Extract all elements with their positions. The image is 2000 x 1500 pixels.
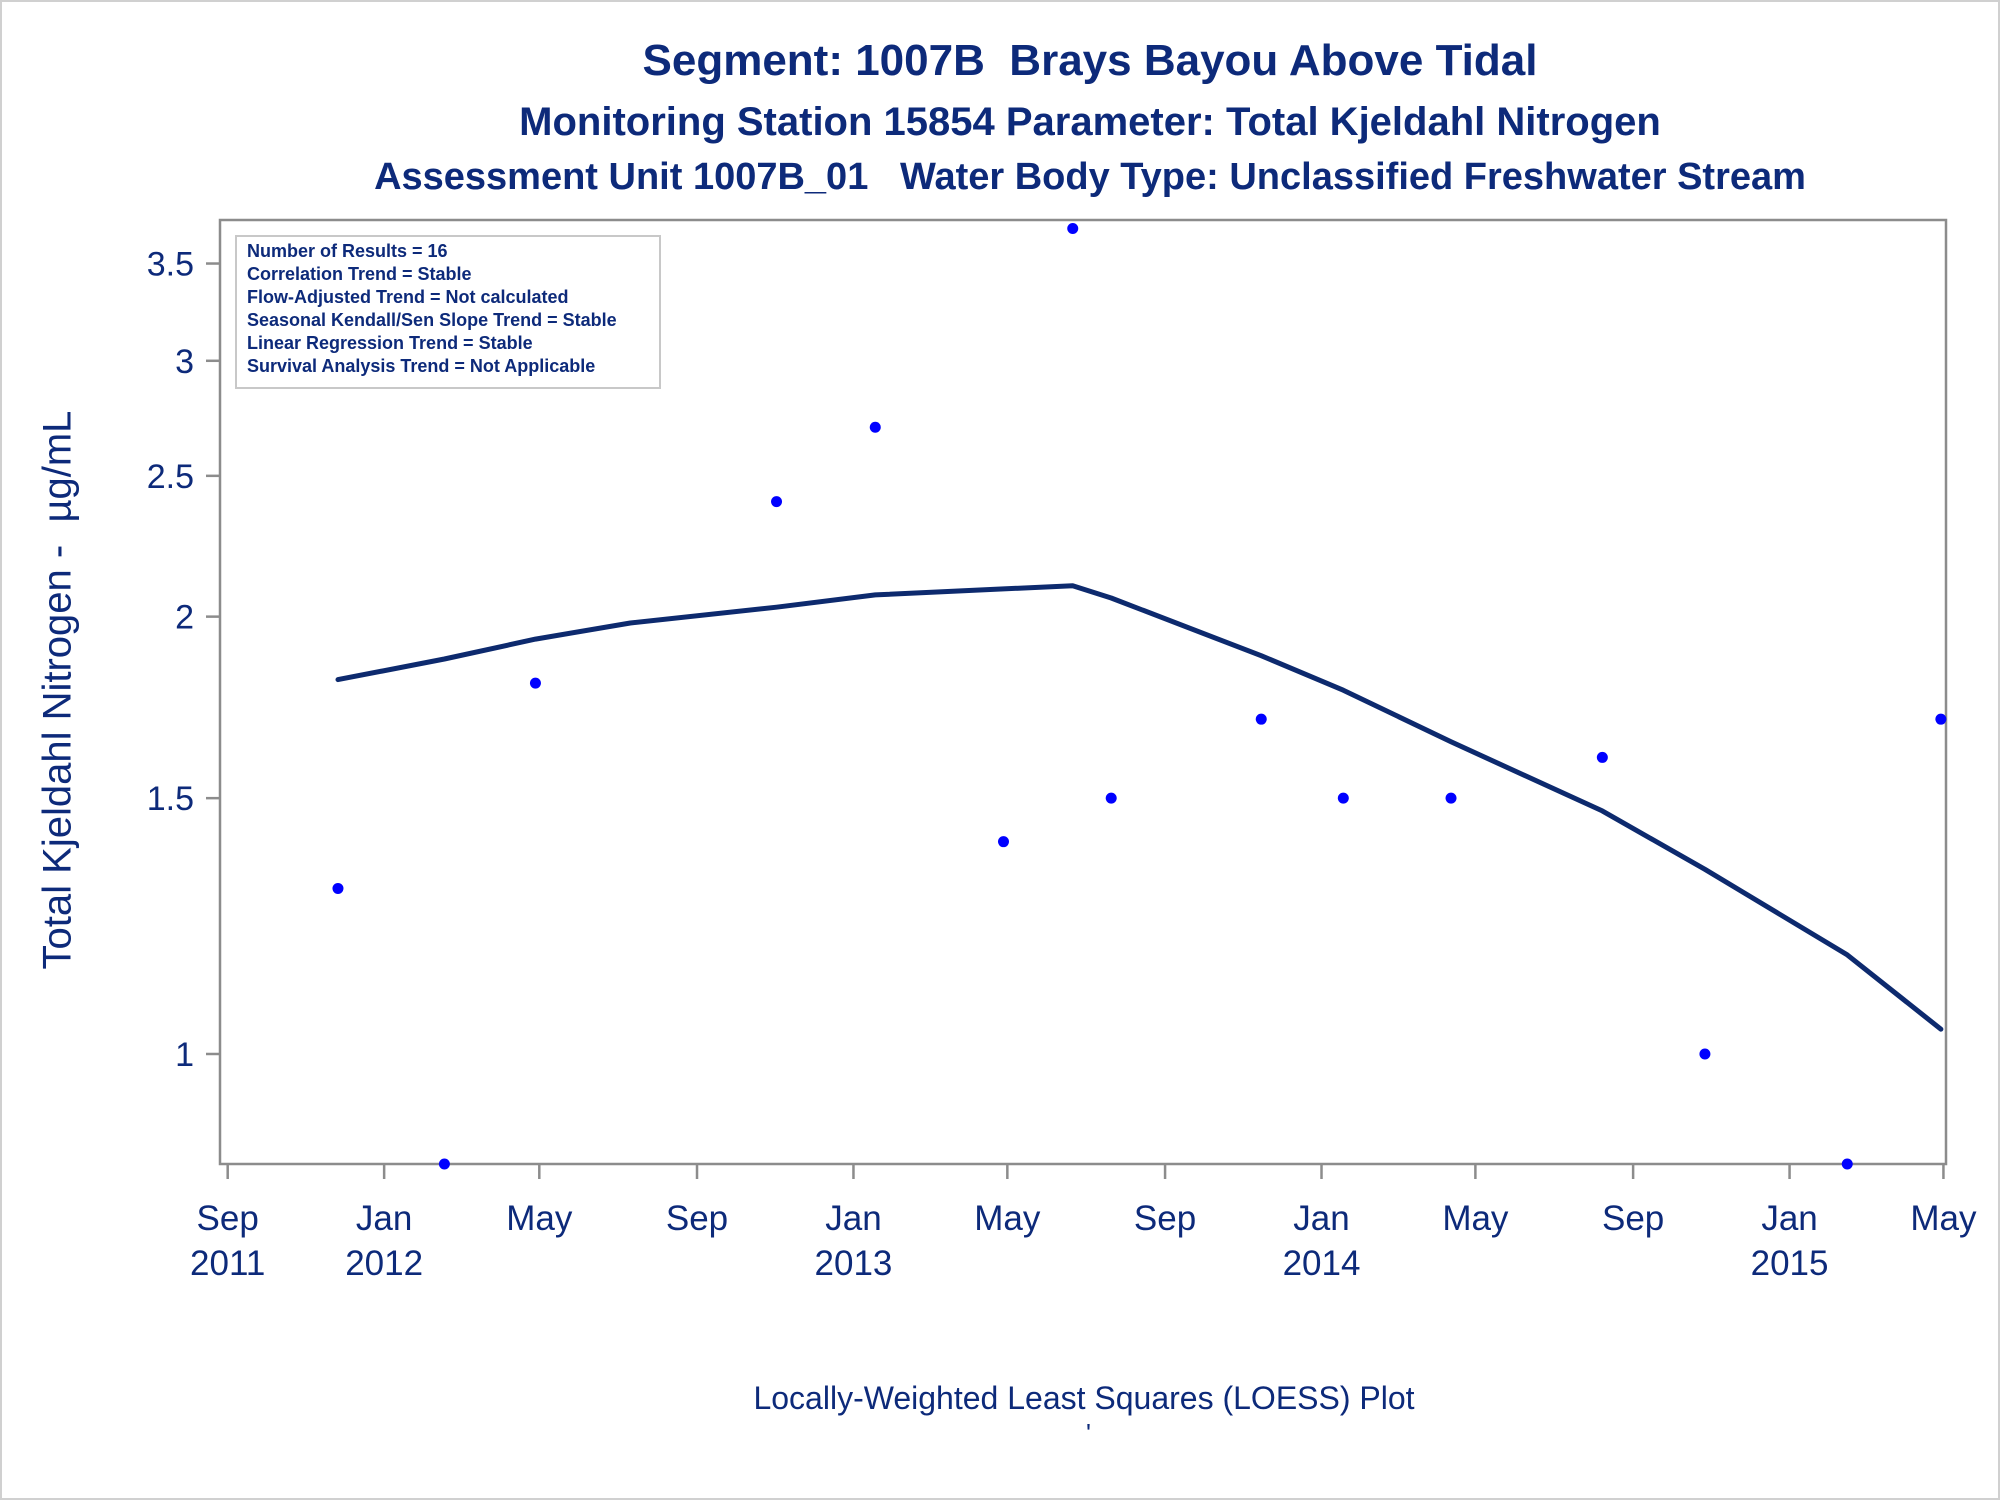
data-point-7 bbox=[1067, 222, 1079, 234]
chart-subtitle-2: Assessment Unit 1007B_01 Water Body Type… bbox=[374, 156, 1806, 198]
data-point-0 bbox=[332, 882, 344, 894]
data-point-15 bbox=[1935, 713, 1947, 725]
trend-stats-line-2: Flow-Adjusted Trend = Not calculated bbox=[247, 287, 569, 307]
x-tick-label-3: Sep bbox=[666, 1199, 728, 1238]
y-tick-label-5: 3.5 bbox=[147, 246, 194, 284]
data-point-13 bbox=[1699, 1048, 1711, 1060]
x-tick-label-1: Jan 2012 bbox=[345, 1199, 423, 1283]
y-tick-label-4: 3 bbox=[175, 343, 194, 381]
data-point-1 bbox=[438, 1158, 450, 1170]
data-point-14 bbox=[1841, 1158, 1853, 1170]
trend-stats-line-3: Seasonal Kendall/Sen Slope Trend = Stabl… bbox=[247, 310, 617, 330]
x-tick-label-2: May bbox=[506, 1199, 573, 1238]
trend-stats-line-5: Survival Analysis Trend = Not Applicable bbox=[247, 356, 595, 376]
trend-stats-box bbox=[235, 235, 661, 389]
x-tick-label-9: Sep bbox=[1602, 1199, 1664, 1238]
x-tick-label-5: May bbox=[974, 1199, 1041, 1238]
y-tick-label-0: 1 bbox=[175, 1036, 194, 1074]
y-tick-label-2: 2 bbox=[175, 599, 194, 637]
data-point-5 bbox=[869, 421, 881, 433]
footnote-mark: ' bbox=[1086, 1418, 1091, 1448]
chart-title: Segment: 1007B Brays Bayou Above Tidal bbox=[642, 36, 1538, 85]
x-tick-label-11: May bbox=[1910, 1199, 1977, 1238]
chart-footnote: Locally-Weighted Least Squares (LOESS) P… bbox=[753, 1380, 1415, 1416]
data-point-12 bbox=[1596, 751, 1608, 763]
trend-stats-line-4: Linear Regression Trend = Stable bbox=[247, 333, 533, 353]
x-tick-label-4: Jan 2013 bbox=[815, 1199, 893, 1283]
x-tick-label-0: Sep 2011 bbox=[190, 1199, 265, 1283]
x-tick-label-10: Jan 2015 bbox=[1751, 1199, 1829, 1283]
trend-stats-line-0: Number of Results = 16 bbox=[247, 241, 448, 261]
x-tick-label-7: Jan 2014 bbox=[1283, 1199, 1361, 1283]
y-tick-label-3: 2.5 bbox=[147, 458, 194, 496]
data-point-9 bbox=[1255, 713, 1267, 725]
loess-line bbox=[335, 583, 1944, 1032]
data-point-4 bbox=[771, 496, 783, 508]
data-point-8 bbox=[1105, 792, 1117, 804]
data-point-11 bbox=[1445, 792, 1457, 804]
y-tick-label-1: 1.5 bbox=[147, 780, 194, 818]
data-point-2 bbox=[529, 677, 541, 689]
x-tick-label-8: May bbox=[1442, 1199, 1509, 1238]
chart-subtitle: Monitoring Station 15854 Parameter: Tota… bbox=[519, 100, 1661, 144]
data-point-10 bbox=[1337, 792, 1349, 804]
x-tick-label-6: Sep bbox=[1134, 1199, 1196, 1238]
plot-area-border bbox=[218, 218, 1948, 1166]
data-point-6 bbox=[997, 836, 1009, 848]
trend-stats-line-1: Correlation Trend = Stable bbox=[247, 264, 472, 284]
